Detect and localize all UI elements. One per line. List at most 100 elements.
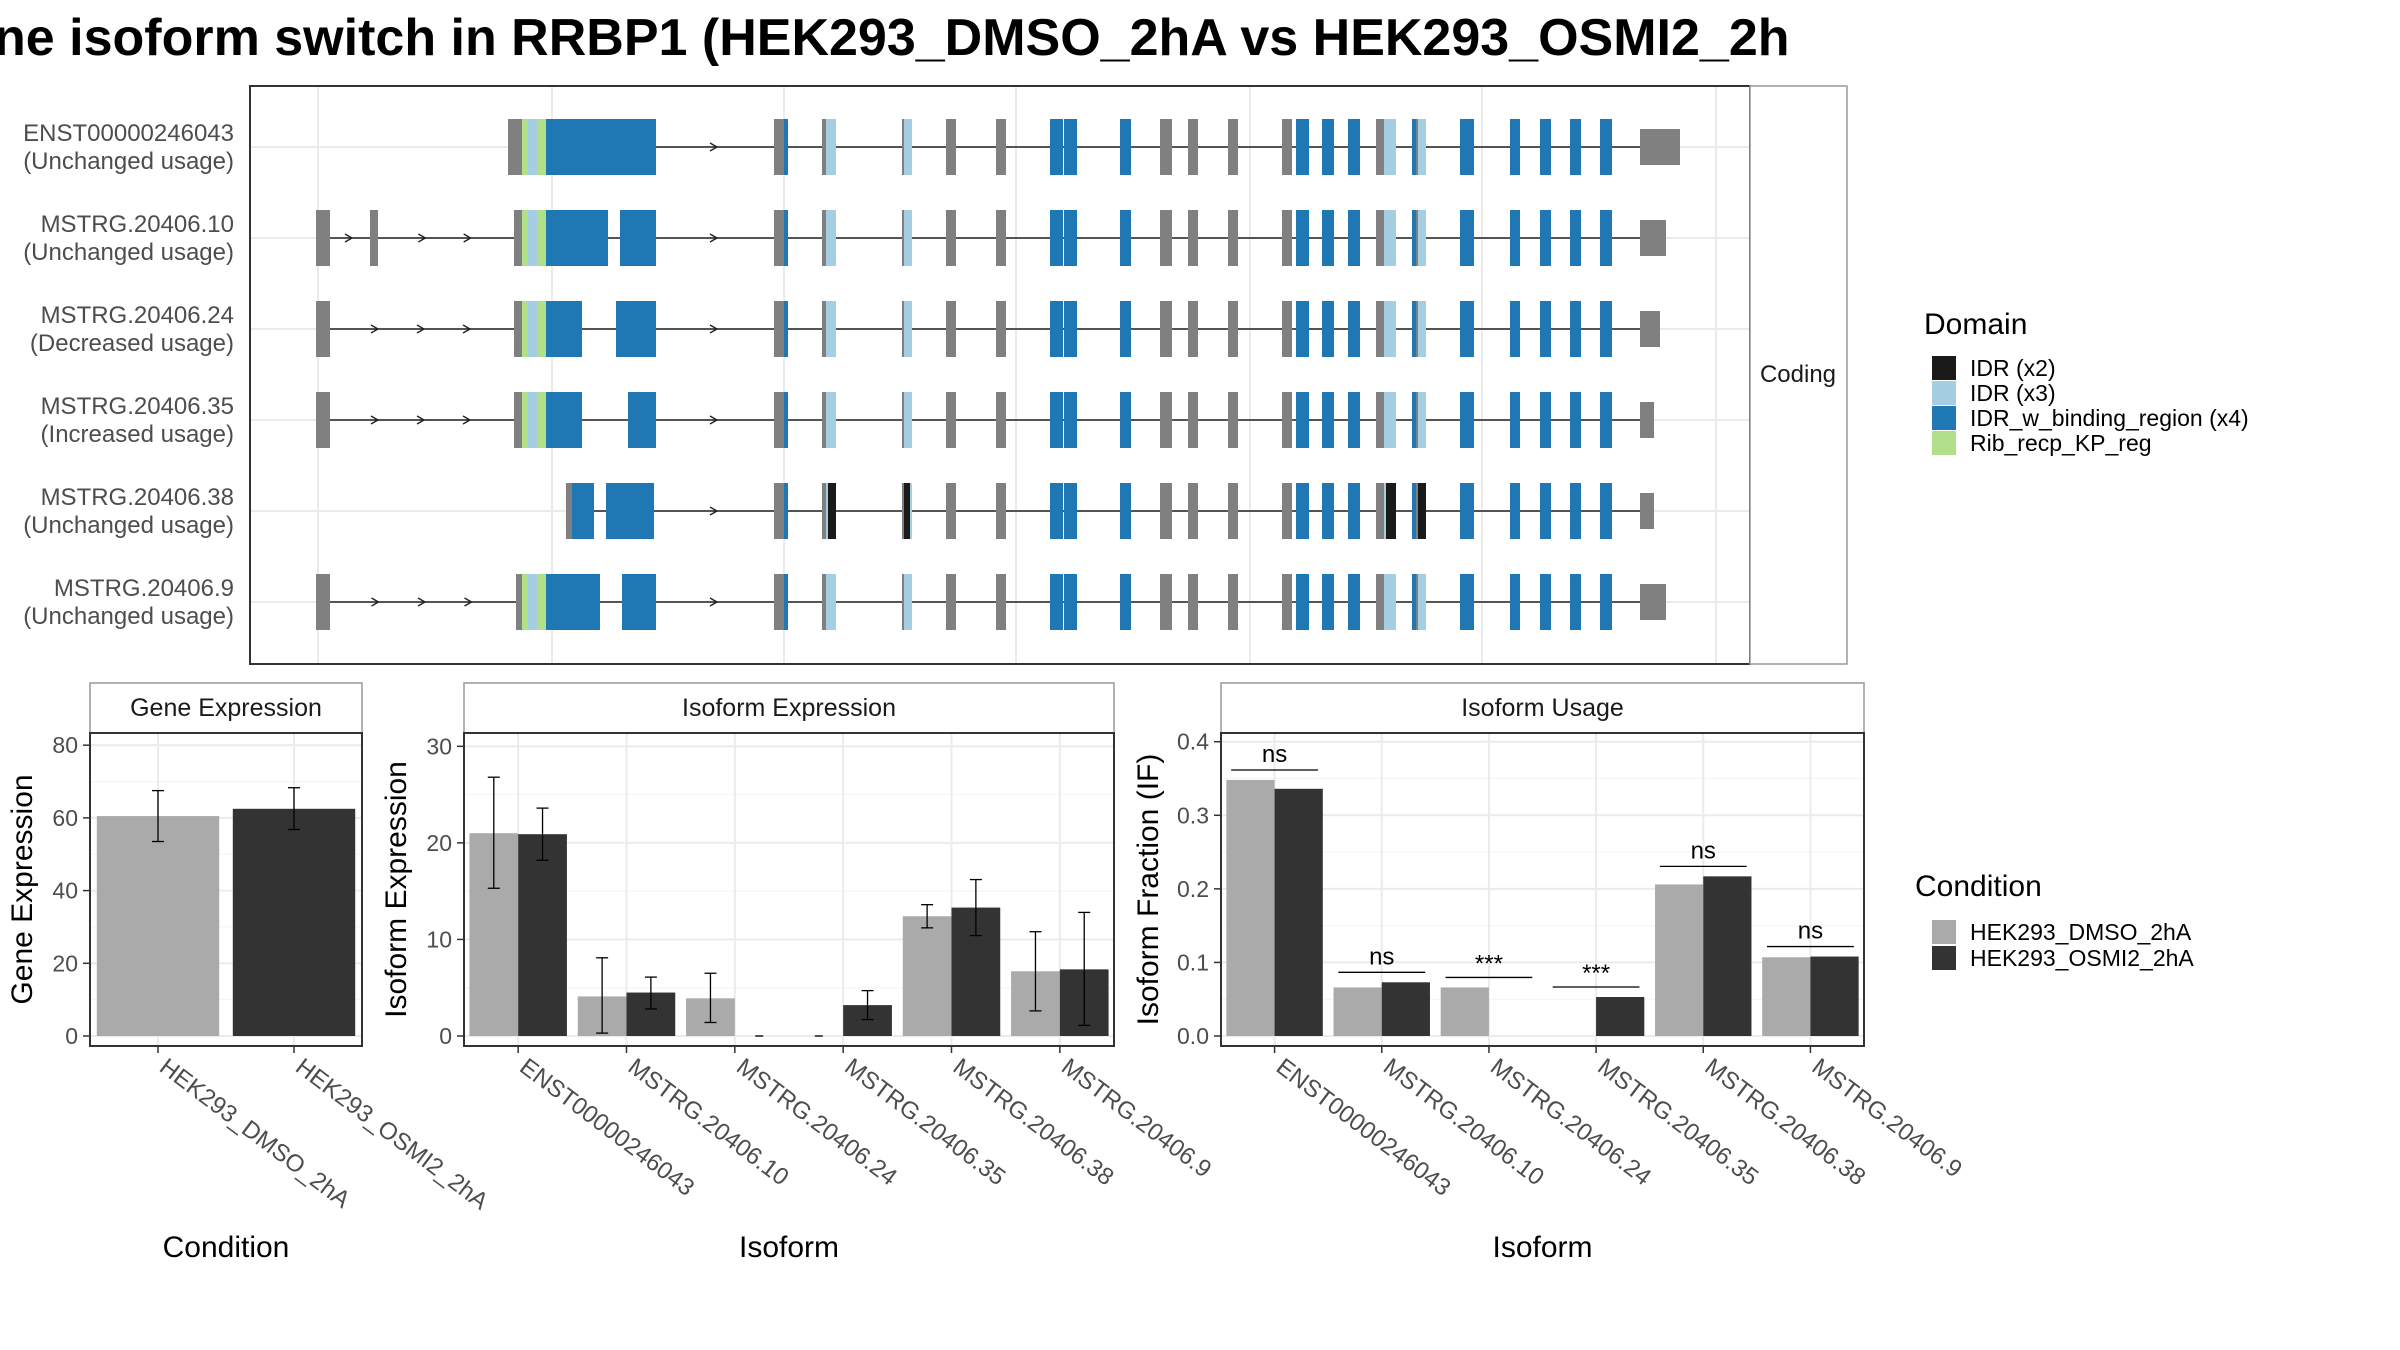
exon (1188, 301, 1198, 357)
exon (1064, 574, 1077, 630)
exon (1460, 210, 1474, 266)
exon (1384, 301, 1396, 357)
exon (1160, 574, 1172, 630)
exon (1460, 483, 1474, 539)
exon (946, 210, 956, 266)
exon (572, 483, 594, 539)
domain-legend-title: Domain (1924, 308, 2027, 341)
condition-legend: Condition HEK293_DMSO_2hAHEK293_OSMI2_2h… (1915, 870, 2194, 971)
exon (546, 392, 582, 448)
exon (522, 210, 528, 266)
exon (1322, 483, 1334, 539)
x-axis-title: Isoform (1492, 1231, 1592, 1264)
y-tick-label: 0.1 (1177, 949, 1209, 975)
isoform-label-status: (Unchanged usage) (23, 603, 234, 630)
exon (1322, 392, 1334, 448)
exon (508, 119, 522, 175)
bar (1810, 956, 1859, 1036)
exon (528, 210, 538, 266)
exon (904, 483, 910, 539)
exon (1120, 301, 1131, 357)
exon (1384, 210, 1396, 266)
exon (1348, 483, 1360, 539)
exon (946, 392, 956, 448)
bar (1333, 987, 1382, 1036)
exon (1064, 483, 1077, 539)
exon (522, 301, 528, 357)
exon (1460, 301, 1474, 357)
exon (1348, 574, 1360, 630)
y-tick-label: 40 (52, 878, 78, 904)
exon (1600, 210, 1612, 266)
exon (828, 483, 836, 539)
panel-border (89, 732, 363, 1047)
isoform-usage-panel: Isoform UsagensENST00000246043nsMSTRG.20… (1132, 682, 1967, 1264)
exon (316, 574, 330, 630)
condition-legend-title: Condition (1915, 870, 2042, 903)
bar (1381, 982, 1430, 1036)
y-axis-title: Isoform Fraction (IF) (1132, 754, 1165, 1026)
exon (904, 210, 912, 266)
exon (1418, 483, 1426, 539)
y-tick-label: 0.2 (1177, 876, 1209, 902)
exon (1160, 483, 1172, 539)
bar (96, 816, 220, 1036)
exon (996, 483, 1006, 539)
exon (1600, 119, 1612, 175)
exon (1570, 483, 1581, 539)
direction-arrow (370, 324, 380, 334)
direction-arrow (370, 415, 380, 425)
exon (538, 574, 546, 630)
exon (1050, 119, 1063, 175)
isoform-label-id: MSTRG.20406.35 (41, 393, 234, 420)
transcript-row-MSTRG.20406.38 (566, 483, 1654, 539)
condition-legend-label: HEK293_DMSO_2hA (1970, 919, 2192, 945)
exon (546, 301, 582, 357)
exon (826, 392, 836, 448)
exon (1600, 574, 1612, 630)
exon (538, 119, 546, 175)
panel-border (1220, 732, 1865, 1047)
exon (1120, 119, 1131, 175)
exon (996, 301, 1006, 357)
isoform-label-status: (Decreased usage) (30, 330, 234, 357)
exon (946, 483, 956, 539)
y-tick-label: 60 (52, 805, 78, 831)
exon (784, 483, 788, 539)
exon (826, 574, 836, 630)
exon (522, 574, 528, 630)
panel-border (463, 732, 1115, 1047)
exon (1540, 574, 1551, 630)
exon (514, 301, 522, 357)
direction-arrow (417, 233, 427, 243)
utr-exon (1640, 220, 1666, 256)
exon (528, 301, 538, 357)
direction-arrow (462, 324, 472, 334)
isoform-label-status: (Unchanged usage) (23, 148, 234, 175)
exon (538, 301, 546, 357)
utr-exon (1640, 129, 1680, 165)
exon (1348, 301, 1360, 357)
exon (522, 119, 528, 175)
exon (316, 301, 330, 357)
exon (784, 119, 788, 175)
exon (1510, 301, 1520, 357)
exon (1160, 301, 1172, 357)
exon (528, 119, 538, 175)
exon (1296, 119, 1309, 175)
domain-legend-label: IDR (x2) (1970, 355, 2056, 381)
exon (1348, 392, 1360, 448)
condition-legend-key (1932, 946, 1956, 970)
exon (1376, 574, 1386, 630)
isoform-label-id: MSTRG.20406.38 (41, 484, 234, 511)
exon (1188, 574, 1198, 630)
isoform-expression-panel: Isoform ExpressionENST00000246043MSTRG.2… (380, 682, 1216, 1264)
direction-arrow (463, 233, 473, 243)
exon (1322, 574, 1334, 630)
transcript-row-MSTRG.20406.10 (316, 210, 1666, 266)
exon (1460, 574, 1474, 630)
exon (516, 574, 522, 630)
exon (1540, 301, 1551, 357)
domain-legend-key (1932, 381, 1956, 405)
exon (1064, 392, 1077, 448)
